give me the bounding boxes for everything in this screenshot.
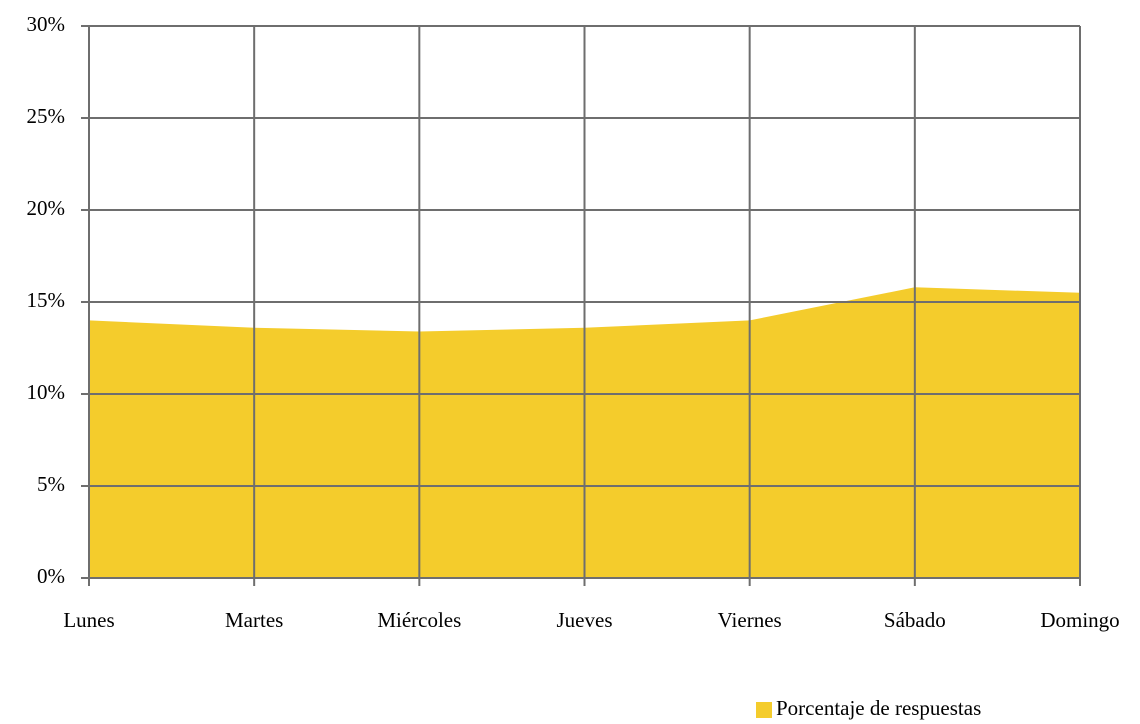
x-tick-label: Jueves xyxy=(557,608,613,632)
y-tick-label: 5% xyxy=(37,472,65,496)
legend-label: Porcentaje de respuestas xyxy=(776,696,981,720)
x-tick-label: Martes xyxy=(225,608,283,632)
y-tick-label: 30% xyxy=(27,12,66,36)
x-tick-label: Miércoles xyxy=(377,608,461,632)
y-tick-label: 0% xyxy=(37,564,65,588)
x-tick-label: Sábado xyxy=(884,608,946,632)
x-tick-label: Lunes xyxy=(63,608,114,632)
x-tick-label: Domingo xyxy=(1040,608,1119,632)
y-tick-label: 25% xyxy=(27,104,66,128)
legend-swatch xyxy=(756,702,772,718)
y-tick-label: 15% xyxy=(27,288,66,312)
y-tick-label: 10% xyxy=(27,380,66,404)
x-tick-label: Viernes xyxy=(718,608,782,632)
y-tick-label: 20% xyxy=(27,196,66,220)
